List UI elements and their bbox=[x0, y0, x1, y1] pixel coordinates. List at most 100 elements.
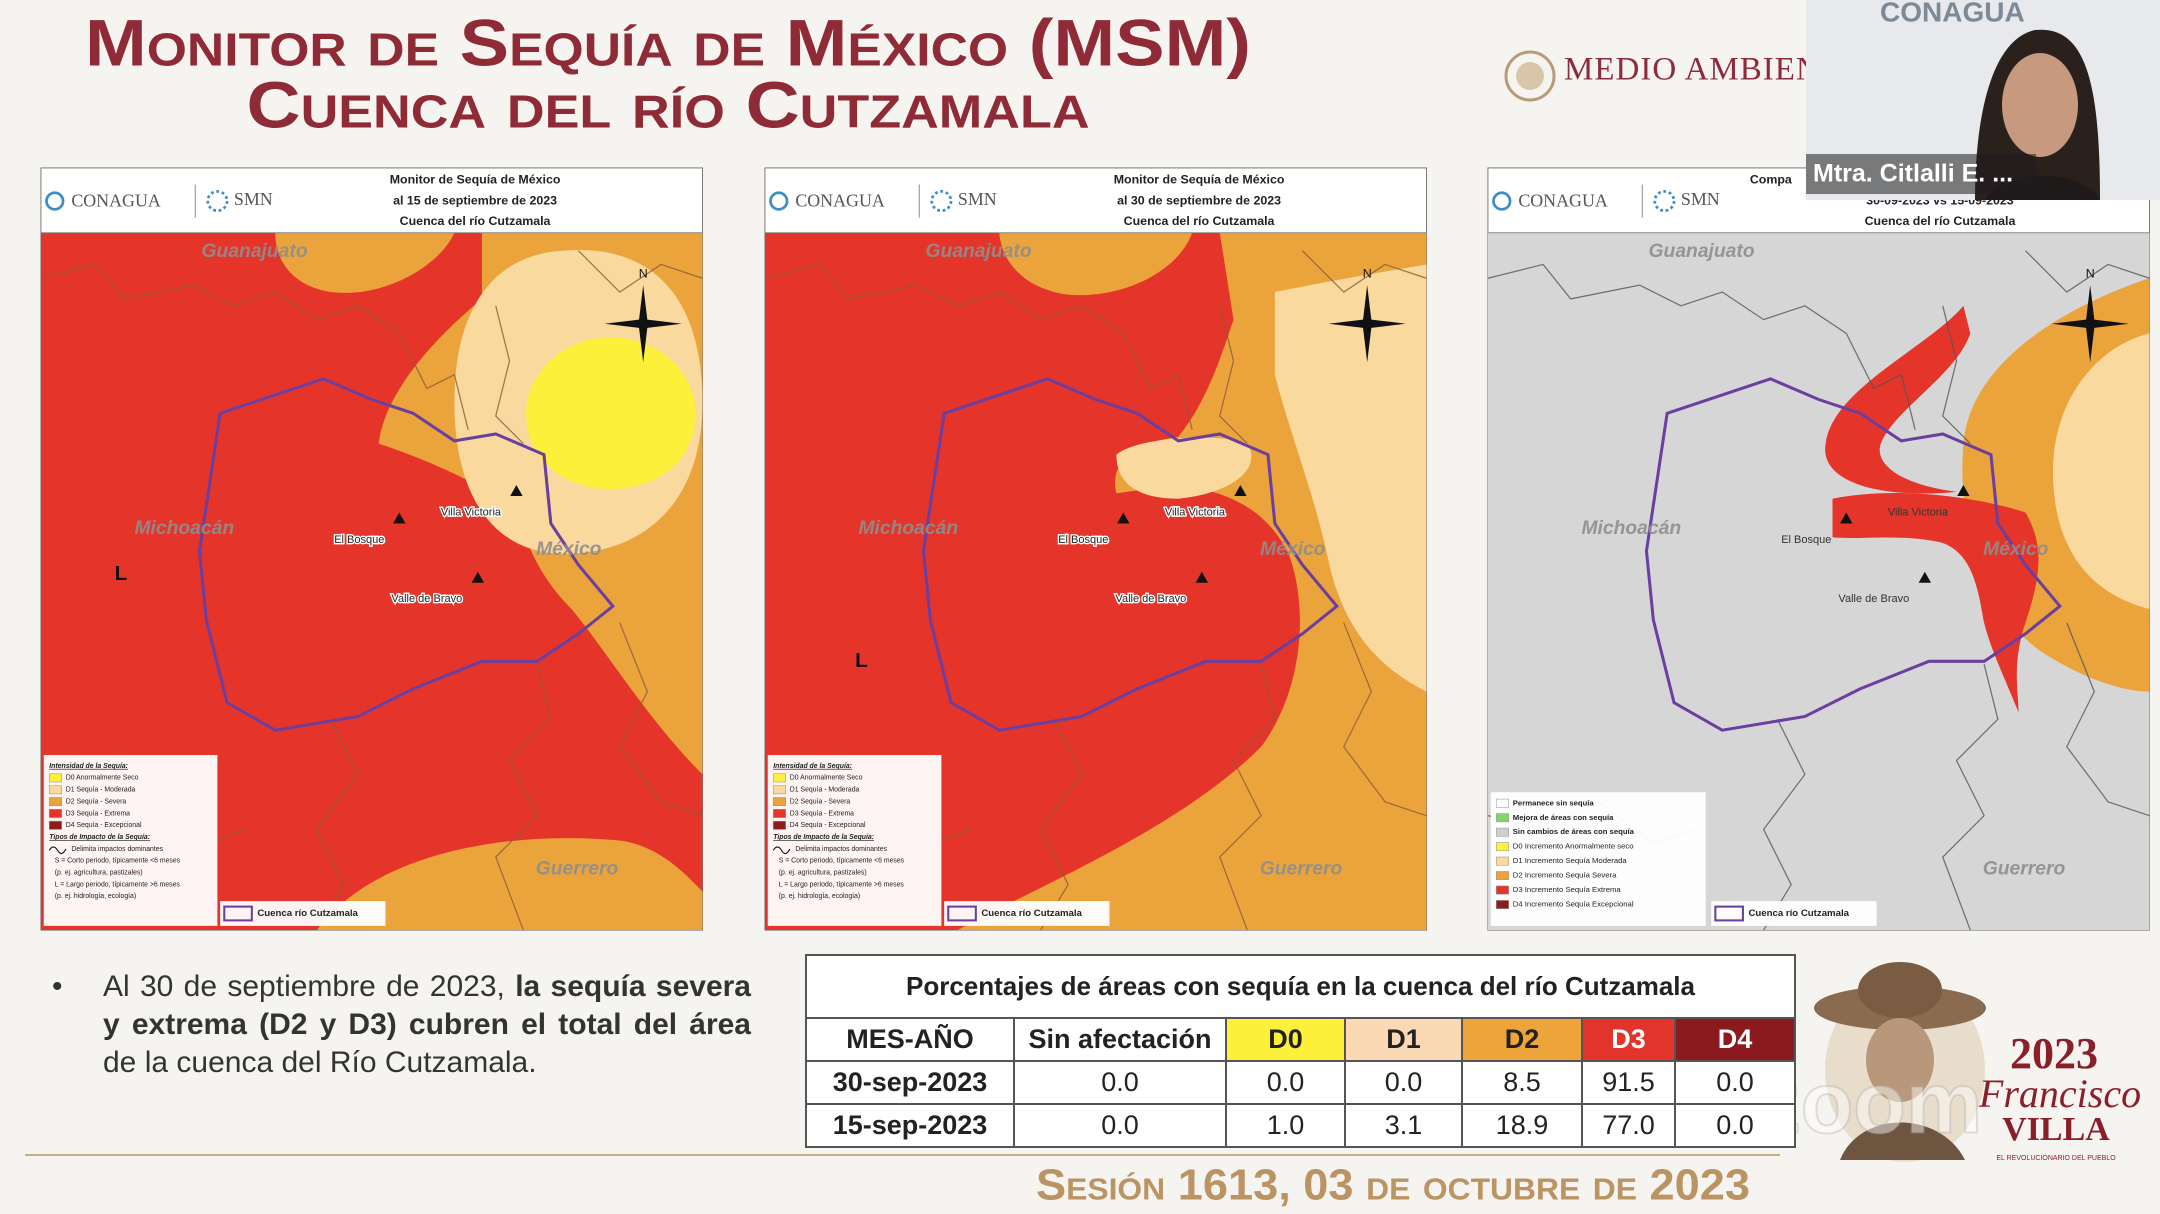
town-label: Villa Victoria bbox=[441, 506, 502, 518]
state-border bbox=[495, 663, 552, 931]
bullet-text: Al 30 de septiembre de 2023, la sequía s… bbox=[103, 968, 751, 1082]
compass-rose bbox=[1328, 285, 1406, 363]
basin-legend-box bbox=[220, 901, 386, 926]
town-marker bbox=[1195, 571, 1209, 583]
brand: CONAGUA bbox=[1518, 191, 1608, 211]
state-border bbox=[1845, 333, 1916, 430]
table-cell: 0.0 bbox=[1674, 1103, 1796, 1148]
column-header: D1 bbox=[1344, 1017, 1463, 1062]
video-tile: CONAGUA Mtra. Citlalli E. ... bbox=[1806, 0, 2160, 200]
legend-entry: S = Corto periodo, típicamente <6 meses bbox=[779, 858, 905, 865]
state-label: Michoacán bbox=[1581, 518, 1681, 539]
agency: SMN bbox=[234, 189, 273, 209]
basin-legend: Cuenca río Cutzamala bbox=[981, 908, 1082, 919]
table-header: MES-AÑO Sin afectación D0 D1 D2 D3 D4 bbox=[805, 1017, 1796, 1062]
legend-entry: Sin cambios de áreas con sequía bbox=[1513, 827, 1635, 836]
title-line2: Cuenca del río Cutzamala bbox=[247, 67, 1090, 141]
legend-entry: S = Corto periodo, típicamente <6 meses bbox=[55, 858, 181, 865]
table-cell: 77.0 bbox=[1581, 1103, 1676, 1148]
legend-swatch bbox=[772, 785, 786, 795]
seal-year: 2023 bbox=[2010, 1029, 2098, 1078]
state-label: México bbox=[1983, 539, 2049, 560]
map-heading: Cuenca del río Cutzamala bbox=[1865, 214, 2016, 228]
state-label: México bbox=[1260, 539, 1326, 560]
drought-region bbox=[526, 337, 696, 490]
shoulders bbox=[1840, 1122, 1965, 1160]
legend-entry: Tipos de Impacto de la Sequía: bbox=[773, 834, 874, 841]
drought-region bbox=[2052, 333, 2150, 609]
state-border bbox=[1219, 305, 1248, 445]
legend-entry: D0 Anormalmente Seco bbox=[66, 775, 139, 782]
town-label: Villa Victoria bbox=[1165, 506, 1226, 518]
town-marker bbox=[1840, 512, 1853, 524]
state-border bbox=[1219, 663, 1276, 931]
name-plate bbox=[1806, 154, 2036, 194]
table-title: Porcentajes de áreas con sequía en la cu… bbox=[805, 954, 1796, 1019]
table-cell: 0.0 bbox=[1674, 1060, 1796, 1105]
emblem-core bbox=[1516, 62, 1544, 90]
drought-region bbox=[275, 232, 455, 293]
town-marker bbox=[1117, 512, 1130, 524]
legend-entry: D1 Sequía - Moderada bbox=[790, 787, 860, 794]
map-heading: al 30 de septiembre de 2023 bbox=[1117, 193, 1281, 207]
compass: N bbox=[2051, 266, 2129, 363]
state-border bbox=[1039, 718, 1083, 931]
legend-entry: D4 Sequía - Excepcional bbox=[790, 822, 866, 829]
basin-swatch bbox=[1714, 905, 1744, 922]
legend-entry: D0 Incremento Anormalmente seco bbox=[1513, 842, 1634, 851]
table-row: 15-sep-2023 0.0 1.0 3.1 18.9 77.0 0.0 bbox=[805, 1103, 1796, 1148]
footer: Sesión 1613, 03 de octubre de 2023 bbox=[1036, 1161, 1750, 1210]
legend-swatch bbox=[48, 785, 62, 795]
legend-entry: Delimita impactos dominantes bbox=[71, 846, 163, 853]
legend-entry: D2 Sequía - Severa bbox=[790, 798, 851, 805]
legend-swatch bbox=[772, 797, 786, 807]
legend-entry: D4 Incremento Sequía Excepcional bbox=[1513, 900, 1634, 909]
legend-entry: D3 Sequía - Extrema bbox=[790, 810, 854, 817]
agency-icon bbox=[930, 190, 953, 213]
legend-swatch bbox=[48, 797, 62, 807]
title-line1: Monitor de Sequía de México (MSM) bbox=[85, 5, 1251, 79]
row-label: 15-sep-2023 bbox=[805, 1103, 1015, 1148]
basin-outline bbox=[1644, 377, 2063, 732]
seal-surname: VILLA bbox=[2002, 1111, 2110, 1148]
state-label: México bbox=[536, 539, 602, 560]
basin-legend: Cuenca río Cutzamala bbox=[257, 908, 358, 919]
compass-north: N bbox=[2086, 266, 2095, 280]
legend-entry: D2 Incremento Sequía Severa bbox=[1513, 871, 1617, 880]
brand-icon bbox=[45, 191, 65, 211]
legend-entry: (p. ej. hidrología, ecología) bbox=[779, 893, 860, 900]
state-border bbox=[398, 333, 469, 430]
drought-map: CONAGUA SMN Monitor de Sequía de México al … bbox=[40, 167, 703, 931]
impact-label: L bbox=[855, 649, 868, 672]
map-heading: Monitor de Sequía de México bbox=[390, 173, 561, 187]
town-marker bbox=[1957, 484, 1970, 496]
face bbox=[2002, 53, 2078, 157]
town-label: Valle de Bravo bbox=[391, 593, 462, 605]
map-heading: Monitor de Sequía de México bbox=[1114, 173, 1285, 187]
agency-icon bbox=[206, 190, 229, 213]
legend-swatch bbox=[1495, 885, 1509, 895]
brand: CONAGUA bbox=[71, 191, 161, 211]
impact-line-sample bbox=[48, 846, 67, 855]
state-label: Michoacán bbox=[134, 518, 234, 539]
legend-swatch bbox=[772, 773, 786, 783]
legend-swatch bbox=[48, 773, 62, 783]
legend-swatch bbox=[1495, 900, 1509, 909]
state-border bbox=[495, 305, 524, 445]
face bbox=[1866, 1018, 1934, 1102]
agency: SMN bbox=[958, 189, 997, 209]
table-cell: 0.0 bbox=[1225, 1060, 1346, 1105]
seal-name: Francisco bbox=[1978, 1071, 2141, 1116]
legend-entry: D1 Incremento Sequía Moderada bbox=[1513, 856, 1628, 865]
drought-table: Porcentajes de áreas con sequía en la cu… bbox=[805, 954, 1796, 1148]
map-heading: Cuenca del río Cutzamala bbox=[1124, 214, 1275, 228]
town-marker bbox=[1918, 571, 1932, 583]
basin-swatch bbox=[947, 905, 977, 922]
legend-entry: D0 Anormalmente Seco bbox=[790, 775, 863, 782]
legend-entry: D1 Sequía - Moderada bbox=[66, 787, 136, 794]
bullet-part: Al 30 de septiembre de 2023, bbox=[103, 970, 516, 1003]
state-border bbox=[1942, 305, 1971, 445]
